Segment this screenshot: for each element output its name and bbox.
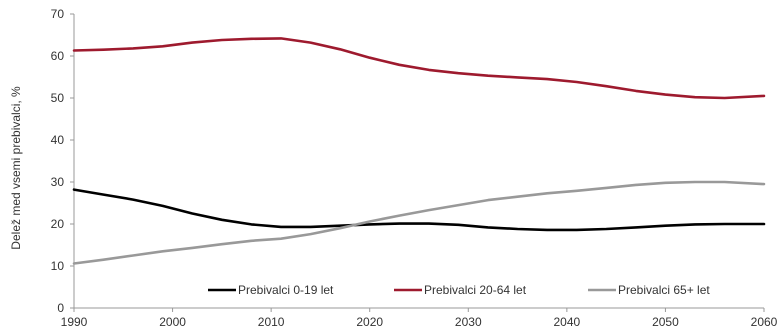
y-tick-label: 10	[51, 259, 65, 273]
series-line-3	[72, 180, 766, 265]
x-tick-label: 2030	[455, 315, 482, 328]
x-tick-label: 2000	[159, 315, 186, 328]
legend-label-2: Prebivalci 20-64 let	[424, 283, 527, 297]
series-line-1	[72, 188, 766, 232]
y-tick-label: 40	[51, 133, 65, 147]
y-tick-label: 60	[51, 49, 65, 63]
x-tick-label: 2020	[356, 315, 383, 328]
x-tick-label: 2060	[751, 315, 778, 328]
series-lines	[72, 37, 766, 265]
x-tick-label: 1990	[61, 315, 88, 328]
x-tick-label: 2040	[554, 315, 581, 328]
y-axis-label: Delež med vsemi prebivalci, %	[9, 86, 23, 250]
x-tick-label: 2050	[652, 315, 679, 328]
y-tick-label: 30	[51, 175, 65, 189]
series-line-2	[72, 37, 766, 100]
y-axis-label-group: Delež med vsemi prebivalci, %	[9, 86, 23, 250]
y-tick-label: 0	[57, 301, 64, 315]
y-tick-label: 20	[51, 217, 65, 231]
legend: Prebivalci 0-19 let Prebivalci 20-64 let P…	[208, 283, 710, 297]
x-tick-label: 2010	[258, 315, 285, 328]
y-tick-label: 50	[51, 91, 65, 105]
legend-label-1: Prebivalci 0-19 let	[238, 283, 334, 297]
legend-label-3: Prebivalci 65+ let	[618, 283, 710, 297]
y-tick-label: 70	[51, 7, 65, 21]
